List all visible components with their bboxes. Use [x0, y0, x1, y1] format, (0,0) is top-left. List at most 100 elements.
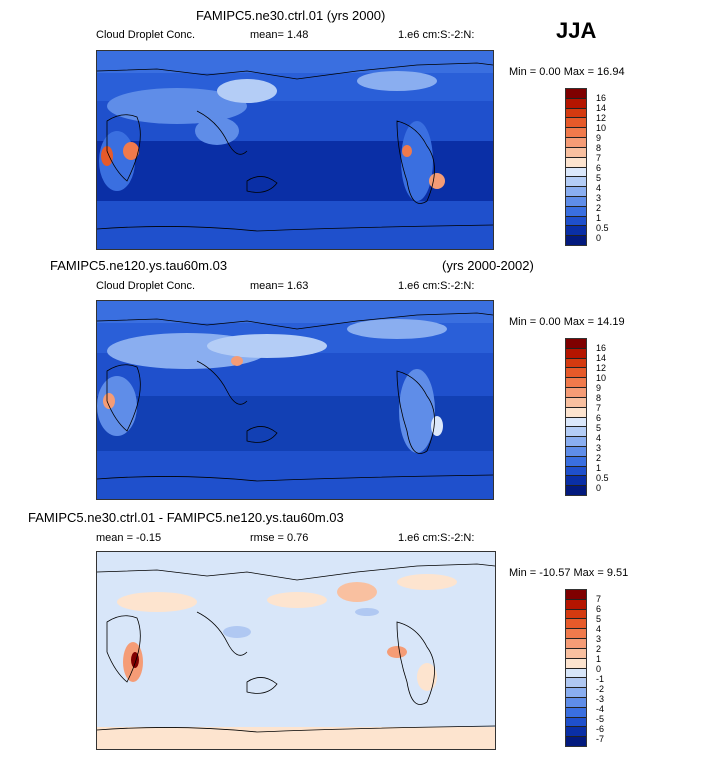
- panel-2-colorbar-swatch: [566, 347, 586, 358]
- panel-1-map: [96, 50, 494, 250]
- colorbar-tick: 1: [596, 213, 602, 223]
- panel-2-colorbar-swatch: [566, 445, 586, 456]
- panel-2-colorbar-swatch: [566, 387, 586, 397]
- panel-3-colorbar-swatch: [566, 638, 586, 648]
- panel-3-colorbar-swatch: [566, 598, 586, 609]
- colorbar-tick: 7: [596, 594, 602, 604]
- colorbar-tick: 3: [596, 634, 602, 644]
- panel-1-colorbar-swatch: [566, 205, 586, 216]
- colorbar-tick: 6: [596, 604, 602, 614]
- panel-1-colorbar-swatch: [566, 89, 586, 98]
- panel-1-colorbar-swatch: [566, 107, 586, 118]
- colorbar-tick: -5: [596, 714, 605, 724]
- panel-3-colorbar-swatch: [566, 590, 586, 599]
- colorbar-tick: 0: [596, 483, 602, 493]
- colorbar-tick: 3: [596, 193, 602, 203]
- panel-1-colorbar-ticks: 16 14 12 10 9 8 7 6 5 4 3 2 1 0.5 0: [596, 93, 609, 243]
- colorbar-tick: -3: [596, 694, 605, 704]
- colorbar-tick: -4: [596, 704, 605, 714]
- panel-1-units: 1.e6 cm:S:-2:N:: [398, 29, 475, 41]
- panel-1-colorbar-swatch: [566, 225, 586, 236]
- colorbar-tick: -1: [596, 674, 605, 684]
- panel-2-colorbar-swatch: [566, 485, 586, 495]
- colorbar-tick: 9: [596, 133, 602, 143]
- panel-3-minmax: Min = -10.57 Max = 9.51: [509, 567, 629, 579]
- panel-2-colorbar-swatch: [566, 339, 586, 348]
- season-label: JJA: [556, 18, 597, 43]
- colorbar-tick: 9: [596, 383, 602, 393]
- colorbar-tick: 1: [596, 463, 602, 473]
- panel-1-colorbar-swatch: [566, 166, 586, 177]
- panel-2-variable-label: Cloud Droplet Conc.: [96, 280, 196, 292]
- panel-3-colorbar: [565, 589, 587, 747]
- panel-2-colorbar-swatch: [566, 465, 586, 476]
- panel-3-colorbar-swatch: [566, 706, 586, 717]
- panel-1-colorbar-swatch: [566, 215, 586, 226]
- panel-3-colorbar-swatch: [566, 667, 586, 678]
- colorbar-tick: 4: [596, 183, 602, 193]
- panel-1-colorbar-swatch: [566, 146, 586, 157]
- panel-1-variable-label: Cloud Droplet Conc.: [96, 29, 196, 41]
- panel-2-map-field: [97, 301, 493, 499]
- panel-3-mean: mean = -0.15: [96, 532, 162, 544]
- panel-2-colorbar-swatch: [566, 436, 586, 446]
- panel-3-title: FAMIPC5.ne30.ctrl.01 - FAMIPC5.ne120.ys.…: [28, 510, 344, 525]
- panel-3-colorbar-swatch: [566, 726, 586, 737]
- panel-2-map: [96, 300, 494, 500]
- colorbar-tick: 2: [596, 644, 602, 654]
- panel-2-title: FAMIPC5.ne120.ys.tau60m.03: [50, 258, 228, 273]
- panel-2-colorbar-swatch: [566, 475, 586, 486]
- colorbar-tick: 14: [596, 103, 607, 113]
- panel-1-colorbar-swatch: [566, 137, 586, 147]
- colorbar-tick: 4: [596, 433, 602, 443]
- colorbar-tick: -7: [596, 734, 605, 744]
- colorbar-tick: 6: [596, 163, 602, 173]
- colorbar-tick: 16: [596, 343, 607, 353]
- panel-3-map: [96, 551, 496, 750]
- panel-1-map-field: [97, 51, 493, 249]
- panel-1-colorbar: [565, 88, 587, 246]
- colorbar-tick: -2: [596, 684, 605, 694]
- colorbar-tick: 8: [596, 143, 602, 153]
- panel-2-colorbar-swatch: [566, 396, 586, 407]
- panel-1-colorbar-swatch: [566, 176, 586, 187]
- panel-3-colorbar-swatch: [566, 677, 586, 688]
- colorbar-tick: 7: [596, 153, 602, 163]
- panel-2-colorbar: [565, 338, 587, 496]
- colorbar-tick: -6: [596, 724, 605, 734]
- panel-2-colorbar-swatch: [566, 455, 586, 466]
- panel-3-colorbar-swatch: [566, 618, 586, 629]
- panel-2-colorbar-swatch: [566, 416, 586, 427]
- colorbar-tick: 14: [596, 353, 607, 363]
- panel-3-map-field: [97, 552, 495, 749]
- colorbar-tick: 0.5: [596, 223, 609, 233]
- colorbar-tick: 7: [596, 403, 602, 413]
- colorbar-tick: 6: [596, 413, 602, 423]
- panel-2-years: (yrs 2000-2002): [442, 258, 534, 273]
- panel-3-colorbar-swatch: [566, 736, 586, 746]
- panel-1-colorbar-swatch: [566, 195, 586, 206]
- colorbar-tick: 3: [596, 443, 602, 453]
- colorbar-tick: 4: [596, 624, 602, 634]
- colorbar-tick: 12: [596, 363, 607, 373]
- colorbar-tick: 16: [596, 93, 607, 103]
- colorbar-tick: 2: [596, 203, 602, 213]
- colorbar-tick: 1: [596, 654, 602, 664]
- panel-3-colorbar-swatch: [566, 696, 586, 707]
- panel-1-colorbar-swatch: [566, 127, 586, 138]
- colorbar-tick: 2: [596, 453, 602, 463]
- colorbar-tick: 5: [596, 614, 602, 624]
- panel-3-colorbar-swatch: [566, 647, 586, 658]
- colorbar-tick: 5: [596, 423, 602, 433]
- panel-1-colorbar-swatch: [566, 186, 586, 196]
- colorbar-tick: 10: [596, 123, 607, 133]
- panel-3-units: 1.e6 cm:S:-2:N:: [398, 532, 475, 544]
- panel-2-colorbar-swatch: [566, 426, 586, 437]
- colorbar-tick: 10: [596, 373, 607, 383]
- colorbar-tick: 8: [596, 393, 602, 403]
- panel-2-colorbar-swatch: [566, 357, 586, 368]
- colorbar-tick: 0.5: [596, 473, 609, 483]
- panel-2-colorbar-swatch: [566, 406, 586, 417]
- panel-3-colorbar-ticks: 7 6 5 4 3 2 1 0 -1 -2 -3 -4 -5 -6 -7: [596, 594, 604, 744]
- panel-2-colorbar-swatch: [566, 377, 586, 388]
